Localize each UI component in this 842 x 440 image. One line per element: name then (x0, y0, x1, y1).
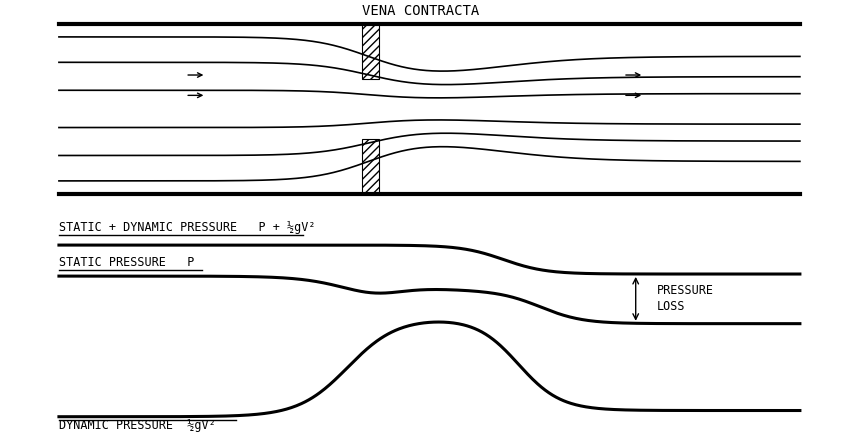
Text: PRESSURE
LOSS: PRESSURE LOSS (657, 284, 714, 313)
Text: VENA CONTRACTA: VENA CONTRACTA (362, 4, 480, 18)
Bar (362, 139, 379, 194)
Text: STATIC + DYNAMIC PRESSURE   P + ½gV²: STATIC + DYNAMIC PRESSURE P + ½gV² (59, 221, 316, 234)
Bar (362, 24, 379, 79)
Text: DYNAMIC PRESSURE  ½gV²: DYNAMIC PRESSURE ½gV² (59, 419, 216, 432)
Text: STATIC PRESSURE   P: STATIC PRESSURE P (59, 256, 195, 269)
